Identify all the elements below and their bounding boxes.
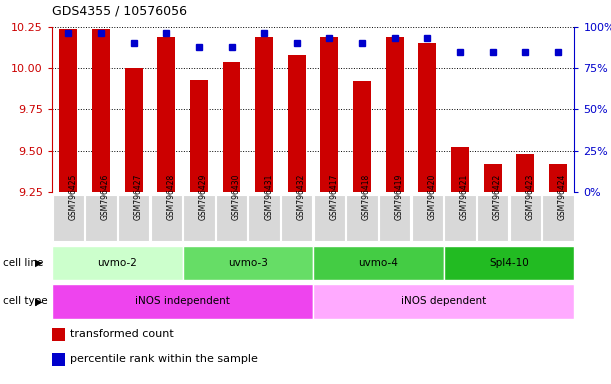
- Bar: [52, 284, 313, 319]
- Text: GSM796420: GSM796420: [428, 174, 436, 220]
- Text: GSM796425: GSM796425: [68, 174, 77, 220]
- Text: GSM796422: GSM796422: [492, 174, 502, 220]
- Bar: [86, 195, 117, 241]
- Bar: [255, 37, 273, 192]
- Bar: [157, 37, 175, 192]
- Bar: [412, 195, 443, 241]
- Bar: [353, 81, 371, 192]
- Bar: [386, 37, 404, 192]
- Text: GSM796429: GSM796429: [199, 174, 208, 220]
- Bar: [444, 195, 476, 241]
- Bar: [92, 28, 110, 192]
- Bar: [313, 246, 444, 280]
- Bar: [451, 147, 469, 192]
- Bar: [183, 195, 214, 241]
- Bar: [249, 195, 280, 241]
- Text: GSM796427: GSM796427: [134, 174, 142, 220]
- Bar: [543, 195, 574, 241]
- Bar: [281, 195, 312, 241]
- Bar: [346, 195, 378, 241]
- Bar: [477, 195, 508, 241]
- Text: GSM796417: GSM796417: [329, 174, 338, 220]
- Bar: [183, 246, 313, 280]
- Text: iNOS dependent: iNOS dependent: [401, 296, 486, 306]
- Text: GSM796423: GSM796423: [525, 174, 535, 220]
- Text: cell line: cell line: [3, 258, 43, 268]
- Text: uvmo-4: uvmo-4: [359, 258, 398, 268]
- Text: GSM796421: GSM796421: [460, 174, 469, 220]
- Bar: [321, 37, 338, 192]
- Text: GSM796424: GSM796424: [558, 174, 567, 220]
- Bar: [59, 28, 77, 192]
- Bar: [549, 164, 567, 192]
- Bar: [125, 68, 142, 192]
- Bar: [150, 195, 182, 241]
- Bar: [118, 195, 149, 241]
- Bar: [52, 246, 183, 280]
- Text: GSM796419: GSM796419: [395, 174, 404, 220]
- Text: transformed count: transformed count: [70, 329, 174, 339]
- Text: uvmo-2: uvmo-2: [97, 258, 137, 268]
- Text: ▶: ▶: [35, 296, 42, 306]
- Bar: [444, 246, 574, 280]
- Bar: [510, 195, 541, 241]
- Bar: [222, 61, 241, 192]
- Bar: [216, 195, 247, 241]
- Text: Spl4-10: Spl4-10: [489, 258, 529, 268]
- Text: cell type: cell type: [3, 296, 48, 306]
- Text: GSM796418: GSM796418: [362, 174, 371, 220]
- Text: GSM796431: GSM796431: [264, 174, 273, 220]
- Bar: [379, 195, 411, 241]
- Text: GSM796428: GSM796428: [166, 174, 175, 220]
- Text: uvmo-3: uvmo-3: [228, 258, 268, 268]
- Text: iNOS independent: iNOS independent: [135, 296, 230, 306]
- Bar: [484, 164, 502, 192]
- Bar: [314, 195, 345, 241]
- Bar: [313, 284, 574, 319]
- Text: GSM796426: GSM796426: [101, 174, 110, 220]
- Text: ▶: ▶: [35, 258, 42, 268]
- Text: GSM796432: GSM796432: [297, 174, 306, 220]
- Text: GSM796430: GSM796430: [232, 174, 241, 220]
- Bar: [516, 154, 535, 192]
- Bar: [288, 55, 306, 192]
- Text: percentile rank within the sample: percentile rank within the sample: [70, 354, 258, 364]
- Bar: [419, 43, 436, 192]
- Bar: [190, 80, 208, 192]
- Text: GDS4355 / 10576056: GDS4355 / 10576056: [52, 4, 187, 17]
- Bar: [53, 195, 84, 241]
